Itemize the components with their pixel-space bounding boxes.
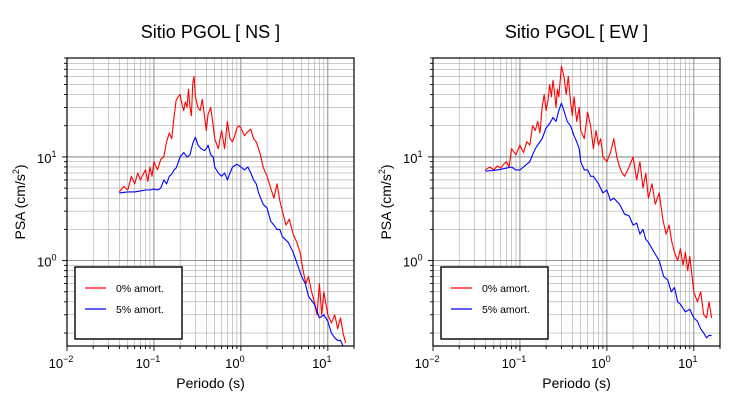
legend-box (74, 266, 183, 340)
x-axis-label: Periodo (s) (542, 375, 610, 391)
legend-label: 0% amort. (116, 283, 164, 295)
legend-box (440, 266, 549, 340)
legend-label: 5% amort. (116, 304, 164, 316)
y-tick-label: 100 (37, 253, 56, 270)
ticks (62, 57, 355, 351)
x-tick-label: 100 (225, 354, 244, 371)
x-tick-label: 10−2 (49, 354, 74, 371)
chart-title: Sitio PGOL [ NS ] (141, 22, 280, 42)
legend-label: 0% amort. (482, 283, 530, 295)
chart-panel-ns: 10−2 10−1 100 101 100 101 Sitio PGOL [ NS ] Per… (11, 22, 355, 391)
x-tick-label: 100 (591, 354, 610, 371)
x-tick-label: 10−2 (415, 354, 440, 371)
y-tick-label: 101 (403, 149, 422, 166)
plot-frame (432, 57, 721, 347)
y-axis-label: PSA (cm/s2) (11, 164, 28, 239)
x-tick-label: 10−1 (136, 354, 161, 371)
x-tick-label: 10−1 (502, 354, 527, 371)
plot-frame (66, 57, 355, 347)
x-tick-label: 101 (312, 354, 331, 371)
legend: 0% amort. 5% amort. (440, 266, 549, 340)
series-line-undamped (485, 65, 713, 319)
chart-panel-ew: 10−2 10−1 100 101 100 101 Sitio PGOL [ EW ] Per… (377, 22, 721, 391)
y-tick-label: 101 (37, 149, 56, 166)
legend: 0% amort. 5% amort. (74, 266, 183, 340)
y-axis-label: PSA (cm/s2) (377, 164, 394, 239)
x-tick-label: 101 (678, 354, 697, 371)
grid (67, 58, 354, 346)
ticks (428, 57, 721, 351)
y-tick-label: 100 (403, 253, 422, 270)
series-line-damped (485, 102, 712, 339)
series-line-damped (119, 136, 346, 347)
chart-title: Sitio PGOL [ EW ] (505, 22, 648, 42)
x-axis-label: Periodo (s) (176, 375, 244, 391)
series-line-undamped (118, 75, 347, 344)
legend-label: 5% amort. (482, 304, 530, 316)
